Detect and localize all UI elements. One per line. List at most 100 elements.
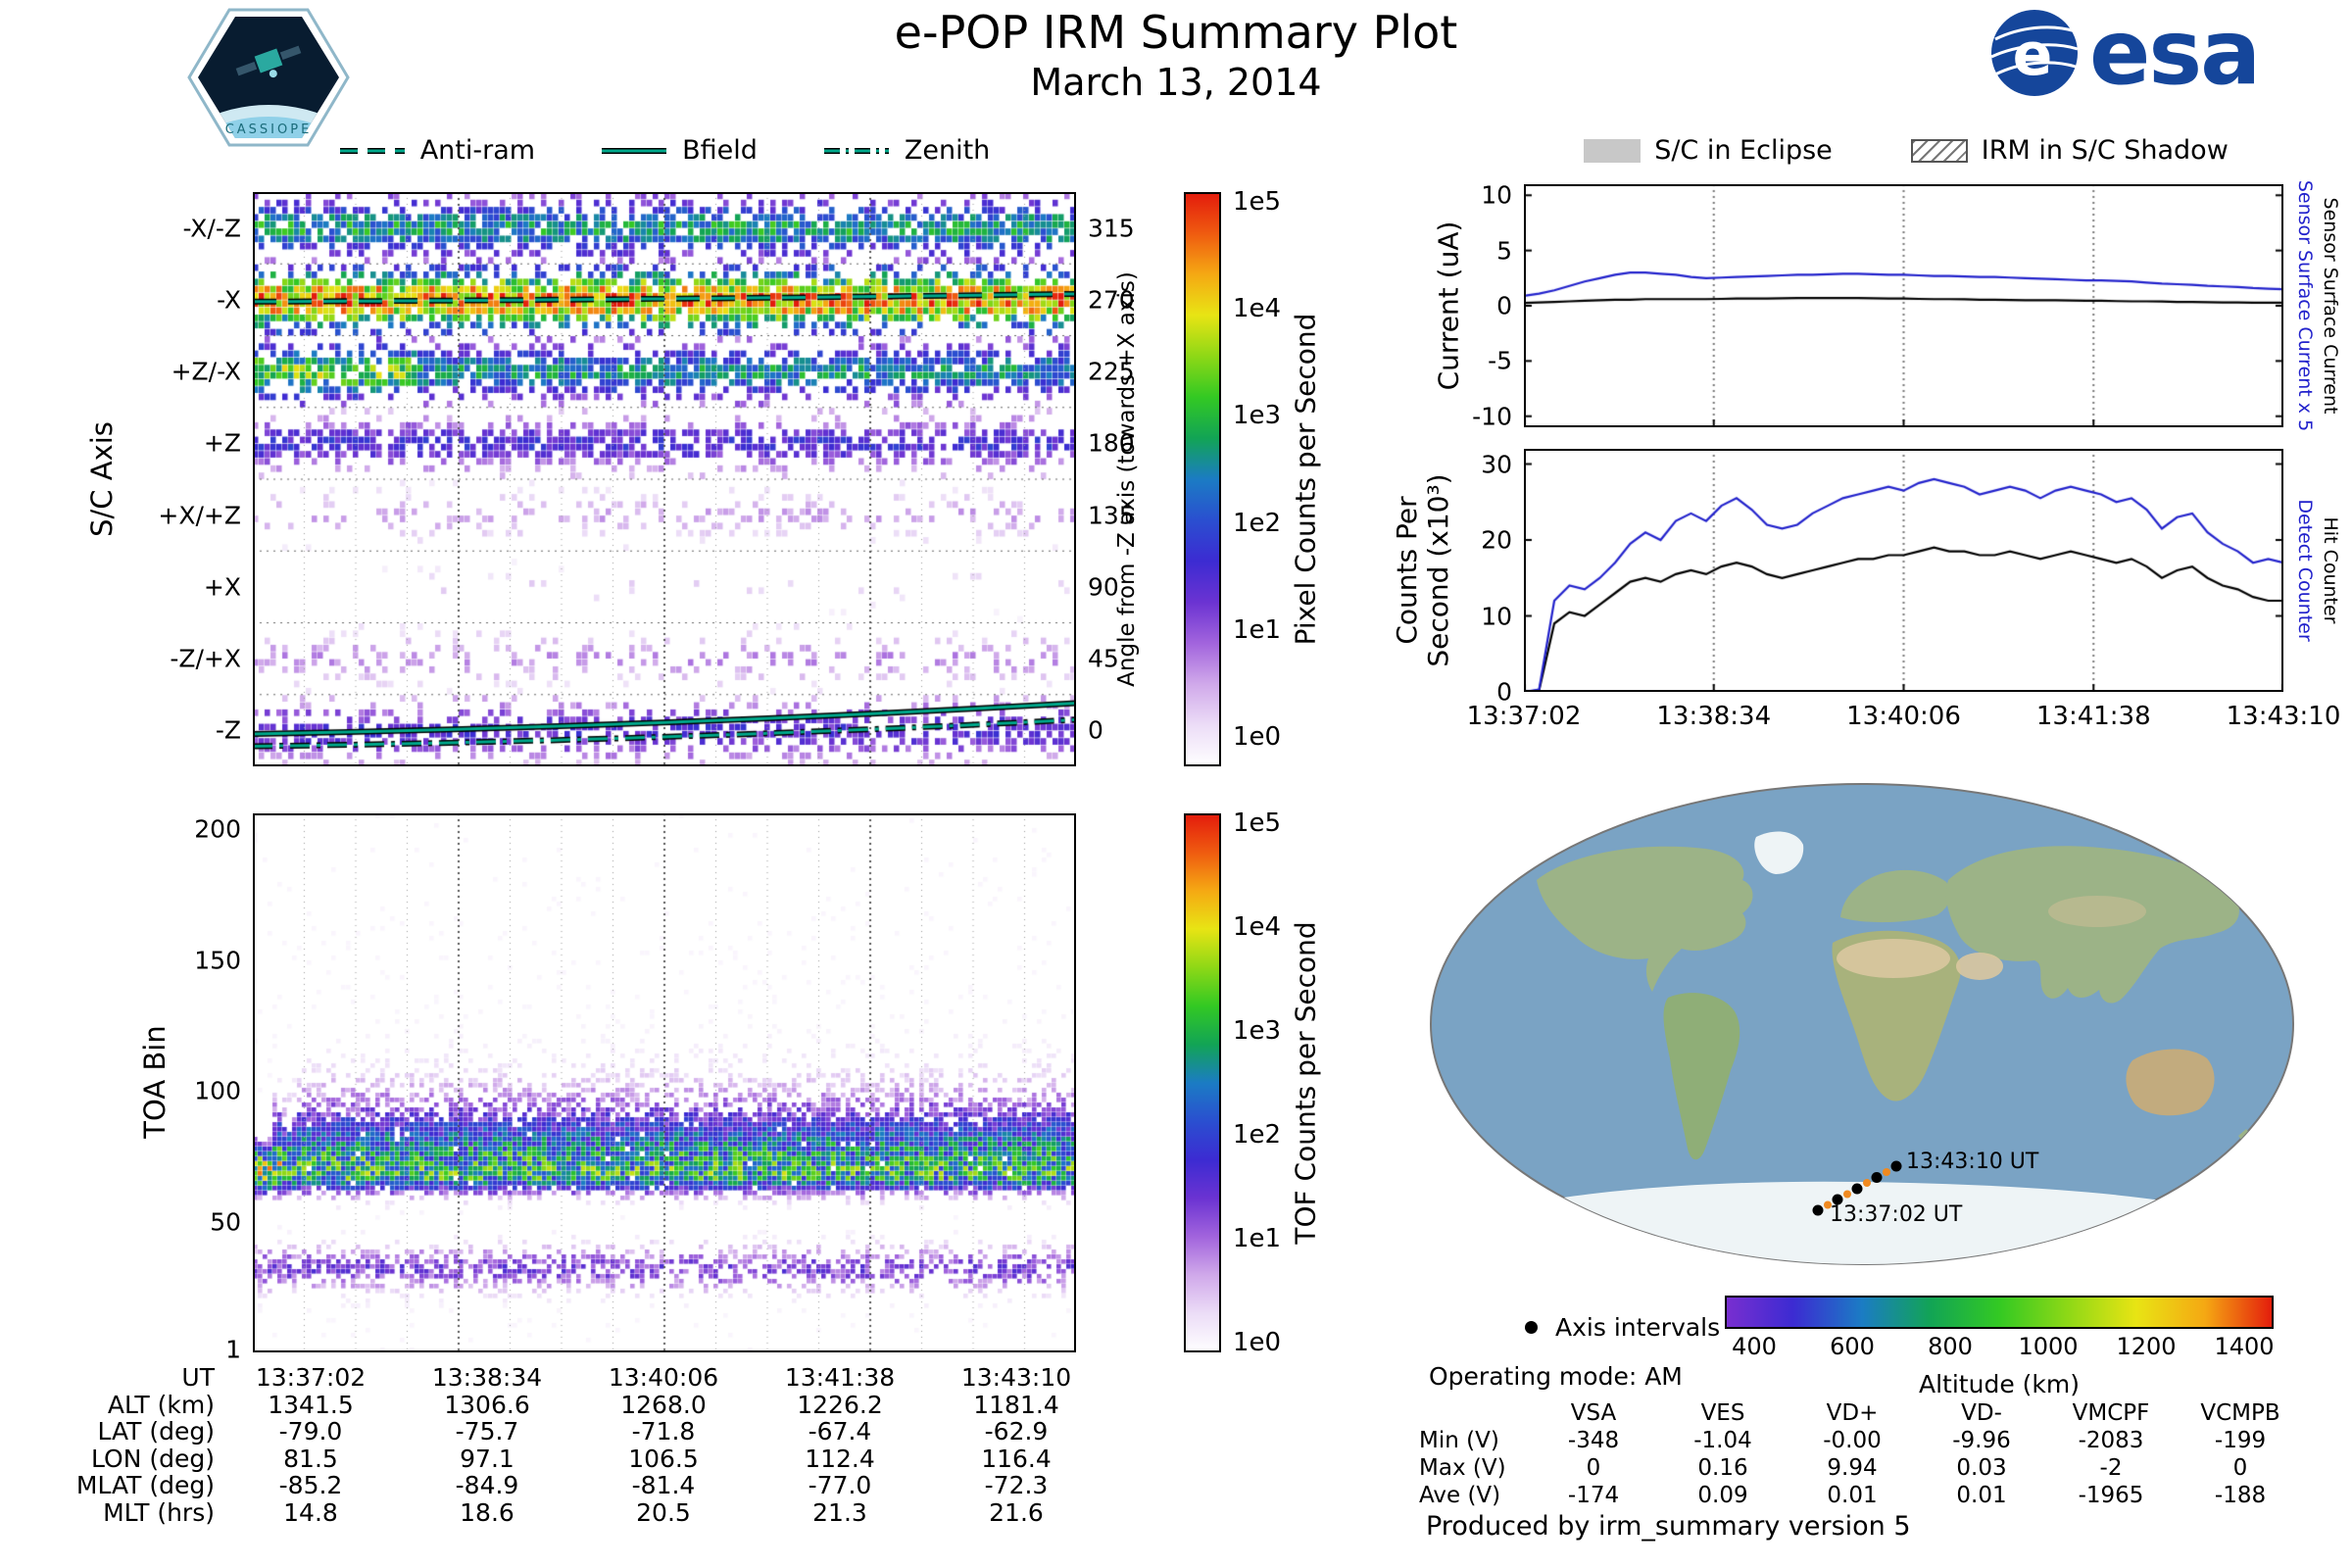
ephemeris-row-label: LON (deg): [91, 1444, 215, 1473]
voltage-column-header: VD-: [1961, 1400, 2002, 1426]
antiram-line-sample: [339, 147, 405, 154]
axis-interval-dot-icon: [1525, 1321, 1538, 1334]
ephemeris-value: -62.9: [984, 1417, 1049, 1446]
ephemeris-value: 18.6: [460, 1497, 514, 1527]
altitude-tick-label: 800: [1928, 1333, 1973, 1360]
voltage-value: -174: [1567, 1483, 1620, 1508]
ephemeris-value: -75.7: [455, 1417, 519, 1446]
counts-plot-canvas: [1524, 449, 2283, 692]
page-title: e-POP IRM Summary Plot: [894, 6, 1458, 59]
ephemeris-row: MLT (hrs) 14.8 18.6 20.5 21.3 21.6: [15, 1497, 1117, 1527]
title-block: e-POP IRM Summary Plot March 13, 2014: [895, 6, 1458, 104]
ephemeris-value: 81.5: [283, 1444, 338, 1473]
axis-intervals-label: Axis intervals: [1555, 1313, 1721, 1342]
counts-right-label-black: Hit Counter: [2320, 516, 2341, 624]
voltage-row: Max (V) 0 0.16 9.94 0.03 -2 0: [1419, 1454, 2305, 1482]
axis-band-label: +X: [203, 572, 241, 602]
ephemeris-value: 21.3: [812, 1497, 867, 1527]
satellite-icon: [235, 45, 302, 78]
continent-south-america: [1663, 993, 1740, 1160]
ephemeris-row-label: ALT (km): [107, 1390, 215, 1419]
ephemeris-row: UT 13:37:02 13:38:34 13:40:06 13:41:38 13:43:…: [15, 1363, 1117, 1393]
tof-colorbar-tick: 1e3: [1233, 1016, 1282, 1046]
voltage-row: Ave (V) -174 0.09 0.01 0.01 -1965 -188: [1419, 1482, 2305, 1509]
ephemeris-table: UT 13:37:02 13:38:34 13:40:06 13:41:38 13:43:…: [15, 1363, 1117, 1527]
altitude-tick-label: 600: [1830, 1333, 1875, 1360]
time-tick-label: 13:41:38: [2035, 702, 2151, 731]
pixel-colorbar-tick: 1e2: [1233, 508, 1282, 538]
ephemeris-value: 13:37:02: [255, 1363, 367, 1393]
esa-globe-icon: e: [1990, 10, 2079, 96]
voltage-column-header: VD+: [1826, 1400, 1879, 1426]
toa-tick-label: 100: [194, 1076, 241, 1105]
shadow-hatch-swatch: [1910, 138, 1968, 163]
eclipse-legend: S/C in Eclipse IRM in S/C Shadow: [1499, 135, 2313, 166]
ephemeris-value: -81.4: [631, 1471, 696, 1500]
arabia-desert: [1956, 953, 2003, 980]
voltage-value: 9.94: [1827, 1455, 1878, 1481]
voltage-value: -9.96: [1952, 1428, 2011, 1453]
ephemeris-value: -77.0: [808, 1471, 872, 1500]
cassiope-mission-logo: CASSIOPE: [187, 8, 350, 147]
counts-tick-label: 20: [1481, 525, 1512, 555]
legend-label-eclipse: S/C in Eclipse: [1654, 135, 1833, 166]
eclipse-swatch: [1584, 138, 1642, 163]
current-right-label-black: Sensor Surface Current: [2320, 197, 2341, 415]
gobi-desert: [2048, 896, 2146, 927]
voltage-value: -0.00: [1823, 1428, 1882, 1453]
legend-label-shadow: IRM in S/C Shadow: [1981, 135, 2229, 166]
voltage-column-header: VMCPF: [2072, 1400, 2150, 1426]
track-start-label: 13:37:02 UT: [1830, 1202, 1963, 1227]
toa-spectrogram-ylabel: TOA Bin: [138, 1025, 172, 1139]
voltage-value: -1965: [2078, 1483, 2144, 1508]
ephemeris-value: 116.4: [981, 1444, 1052, 1473]
legend-item-eclipse: S/C in Eclipse: [1584, 135, 1833, 166]
continent-north-america: [1537, 846, 1753, 992]
angle-tick-label: 315: [1088, 214, 1135, 243]
continent-greenland: [1754, 831, 1804, 874]
ephemeris-value: 112.4: [805, 1444, 875, 1473]
axis-intervals-legend: Axis intervals: [1525, 1313, 1720, 1342]
voltage-column-header: VES: [1700, 1400, 1745, 1426]
tof-colorbar-tick: 1e5: [1233, 808, 1282, 838]
pixel-colorbar-tick: 1e5: [1233, 187, 1282, 217]
axis-interval-dot: [1871, 1172, 1883, 1183]
legend-label-bfield: Bfield: [682, 135, 758, 166]
time-tick-label: 13:37:02: [1466, 702, 1582, 731]
svg-text:e: e: [2013, 21, 2053, 89]
ephemeris-value: 13:40:06: [608, 1363, 719, 1393]
ground-track-map: 13:43:10 UT 13:37:02 UT: [1411, 764, 2313, 1288]
pixel-colorbar-tick: 1e3: [1233, 401, 1282, 431]
voltage-value: -188: [2214, 1483, 2267, 1508]
angle-tick-label: 0: [1088, 715, 1103, 745]
voltage-row: Min (V) -348 -1.04 -0.00 -9.96 -2083 -199: [1419, 1427, 2305, 1454]
ephemeris-row: MLAT (deg) -85.2 -84.9 -81.4 -77.0 -72.3: [15, 1471, 1117, 1500]
voltage-value: 0: [2232, 1455, 2248, 1481]
legend-item-bfield: Bfield: [600, 135, 758, 166]
ephemeris-row-label: MLT (hrs): [103, 1497, 215, 1527]
axis-band-label: -X/-Z: [182, 214, 241, 243]
angle-axis-label: Angle from -Z axis (towards +X axis): [1114, 271, 1140, 687]
voltage-column-header: VCMPB: [2200, 1400, 2280, 1426]
voltage-table: VSA VES VD+ VD- VMCPF VCMPB Min (V) -348 -1.04 -0…: [1419, 1399, 2305, 1509]
altitude-tick-label: 1200: [2116, 1333, 2177, 1360]
tof-colorbar-tick: 1e2: [1233, 1120, 1282, 1150]
altitude-tick-label: 1000: [2018, 1333, 2079, 1360]
page-date: March 13, 2014: [1030, 61, 1322, 104]
ephemeris-row: LON (deg) 81.5 97.1 106.5 112.4 116.4: [15, 1444, 1117, 1473]
counts-tick-label: 10: [1481, 602, 1512, 630]
voltage-row-label: Ave (V): [1419, 1483, 1501, 1508]
axis-interval-dot: [1812, 1204, 1824, 1216]
voltage-value: -2: [2099, 1455, 2123, 1481]
toa-spectrogram-canvas: [253, 813, 1076, 1352]
ephemeris-value: 1181.4: [973, 1390, 1059, 1419]
current-plot-canvas: [1524, 184, 2283, 427]
voltage-value: -1.04: [1693, 1428, 1752, 1453]
continent-australia: [2126, 1049, 2215, 1116]
voltage-value: 0.01: [1956, 1483, 2007, 1508]
toa-tick-label: 50: [210, 1207, 241, 1236]
tof-counts-colorbar-label: TOF Counts per Second: [1289, 921, 1322, 1245]
ephemeris-value: 97.1: [460, 1444, 514, 1473]
axis-band-label: +X/+Z: [158, 501, 241, 530]
ephemeris-value: -84.9: [455, 1471, 519, 1500]
